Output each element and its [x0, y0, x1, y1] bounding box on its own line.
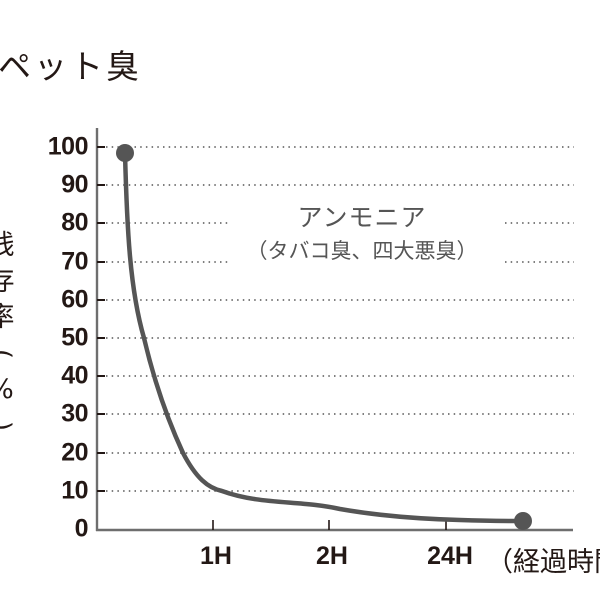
- y-tick-label: 100: [47, 132, 89, 161]
- y-axis-label-unit: %: [0, 372, 16, 408]
- series-subtitle: （タバコ臭、四大悪臭）: [246, 239, 478, 263]
- series-name: アンモニア: [297, 203, 427, 232]
- y-tick-label: 0: [74, 514, 89, 543]
- y-axis-label-char: 率: [0, 302, 15, 333]
- axes: [95, 128, 573, 532]
- y-axis-label-char: 残: [0, 230, 15, 261]
- y-ticks: [97, 146, 105, 492]
- start-point-marker: [116, 144, 134, 162]
- x-tick-label: 2H: [316, 542, 348, 570]
- end-point-marker: [514, 512, 532, 530]
- y-tick-label: 90: [61, 170, 88, 199]
- x-tick-label: 1H: [200, 542, 232, 570]
- x-axis-label: （経過時間）: [486, 547, 600, 578]
- y-tick-label: 30: [61, 399, 88, 428]
- y-axis-label-char: 存: [0, 266, 15, 297]
- y-axis-label: 残 存 率 ( % ): [0, 228, 16, 444]
- ammonia-curve: [122, 150, 526, 524]
- y-tick-label: 50: [61, 323, 88, 352]
- y-tick-label: 10: [61, 476, 88, 505]
- series-annotation: アンモニア （タバコ臭、四大悪臭）: [222, 200, 502, 266]
- gridlines: [106, 146, 574, 492]
- x-ticks: [212, 520, 447, 530]
- y-tick-label: 70: [61, 247, 88, 276]
- x-tick-label: 24H: [427, 542, 473, 570]
- y-tick-label: 40: [61, 361, 88, 390]
- y-tick-label: 80: [61, 208, 88, 237]
- chart-title: ペット臭: [0, 47, 142, 86]
- y-tick-label: 20: [61, 438, 88, 467]
- y-tick-label: 60: [61, 285, 88, 314]
